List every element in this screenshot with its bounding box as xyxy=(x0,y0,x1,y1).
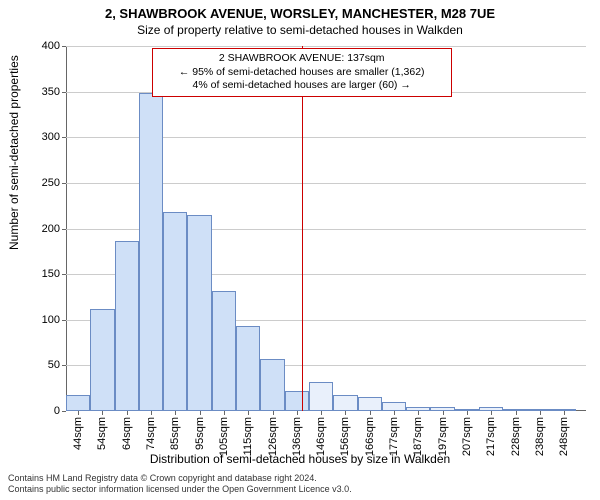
x-tick-label: 95sqm xyxy=(194,417,206,450)
x-tick xyxy=(175,411,176,415)
x-tick-label: 248sqm xyxy=(558,417,570,456)
x-tick xyxy=(467,411,468,415)
x-tick-label: 177sqm xyxy=(388,417,400,456)
y-tick xyxy=(62,183,66,184)
annotation-line1: 2 SHAWBROOK AVENUE: 137sqm xyxy=(159,52,445,66)
y-tick-label: 0 xyxy=(54,405,60,417)
annotation-line2: ← 95% of semi-detached houses are smalle… xyxy=(159,66,445,80)
histogram-bar xyxy=(212,291,236,411)
histogram-bar xyxy=(139,93,163,411)
x-tick xyxy=(102,411,103,415)
x-tick xyxy=(151,411,152,415)
histogram-bar xyxy=(115,241,139,411)
y-tick xyxy=(62,411,66,412)
y-tick xyxy=(62,46,66,47)
y-tick-label: 150 xyxy=(42,268,60,280)
x-tick xyxy=(224,411,225,415)
x-tick xyxy=(345,411,346,415)
chart-area: 05010015020025030035040044sqm54sqm64sqm7… xyxy=(66,46,586,411)
x-tick xyxy=(297,411,298,415)
x-tick xyxy=(370,411,371,415)
grid-line xyxy=(66,46,586,47)
x-tick xyxy=(516,411,517,415)
y-tick xyxy=(62,365,66,366)
x-tick-label: 197sqm xyxy=(437,417,449,456)
x-tick xyxy=(394,411,395,415)
x-tick xyxy=(443,411,444,415)
y-tick xyxy=(62,137,66,138)
x-tick xyxy=(540,411,541,415)
x-tick-label: 146sqm xyxy=(315,417,327,456)
x-tick-label: 217sqm xyxy=(485,417,497,456)
y-tick xyxy=(62,229,66,230)
y-tick xyxy=(62,320,66,321)
footer-line2: Contains public sector information licen… xyxy=(8,484,352,496)
x-tick xyxy=(321,411,322,415)
x-tick xyxy=(78,411,79,415)
histogram-bar xyxy=(382,402,406,411)
histogram-bar xyxy=(187,215,211,411)
page-title: 2, SHAWBROOK AVENUE, WORSLEY, MANCHESTER… xyxy=(0,0,600,21)
footer-line1: Contains HM Land Registry data © Crown c… xyxy=(8,473,352,485)
histogram-plot: 05010015020025030035040044sqm54sqm64sqm7… xyxy=(66,46,586,411)
y-tick-label: 300 xyxy=(42,131,60,143)
x-tick-label: 136sqm xyxy=(291,417,303,456)
x-tick-label: 238sqm xyxy=(534,417,546,456)
x-tick-label: 105sqm xyxy=(218,417,230,456)
x-tick-label: 85sqm xyxy=(169,417,181,450)
y-tick xyxy=(62,92,66,93)
histogram-bar xyxy=(285,391,309,411)
annotation-box: 2 SHAWBROOK AVENUE: 137sqm← 95% of semi-… xyxy=(152,48,452,97)
histogram-bar xyxy=(333,395,357,411)
histogram-bar xyxy=(260,359,284,411)
histogram-bar xyxy=(66,395,90,411)
histogram-bar xyxy=(163,212,187,411)
x-tick-label: 64sqm xyxy=(121,417,133,450)
x-tick-label: 228sqm xyxy=(510,417,522,456)
y-tick xyxy=(62,274,66,275)
y-tick-label: 200 xyxy=(42,223,60,235)
y-axis-label: Number of semi-detached properties xyxy=(7,55,21,250)
x-tick-label: 54sqm xyxy=(96,417,108,450)
x-tick xyxy=(564,411,565,415)
y-tick-label: 250 xyxy=(42,177,60,189)
y-tick-label: 350 xyxy=(42,86,60,98)
histogram-bar xyxy=(358,397,382,411)
x-tick xyxy=(248,411,249,415)
reference-line xyxy=(302,46,303,411)
x-tick-label: 115sqm xyxy=(242,417,254,455)
y-tick-label: 400 xyxy=(42,40,60,52)
x-axis-label: Distribution of semi-detached houses by … xyxy=(0,452,600,466)
x-tick-label: 166sqm xyxy=(364,417,376,456)
footer-text: Contains HM Land Registry data © Crown c… xyxy=(8,473,352,496)
x-tick xyxy=(418,411,419,415)
x-tick-label: 74sqm xyxy=(145,417,157,450)
x-tick-label: 156sqm xyxy=(339,417,351,456)
x-tick-label: 44sqm xyxy=(72,417,84,450)
y-tick-label: 50 xyxy=(48,359,60,371)
x-tick-label: 207sqm xyxy=(461,417,473,456)
x-tick xyxy=(273,411,274,415)
histogram-bar xyxy=(236,326,260,411)
y-tick-label: 100 xyxy=(42,314,60,326)
x-tick-label: 187sqm xyxy=(412,417,424,456)
annotation-line3: 4% of semi-detached houses are larger (6… xyxy=(159,79,445,93)
x-tick xyxy=(491,411,492,415)
histogram-bar xyxy=(90,309,114,411)
x-tick xyxy=(200,411,201,415)
histogram-bar xyxy=(309,382,333,411)
x-tick-label: 126sqm xyxy=(267,417,279,456)
x-tick xyxy=(127,411,128,415)
page-subtitle: Size of property relative to semi-detach… xyxy=(0,21,600,37)
